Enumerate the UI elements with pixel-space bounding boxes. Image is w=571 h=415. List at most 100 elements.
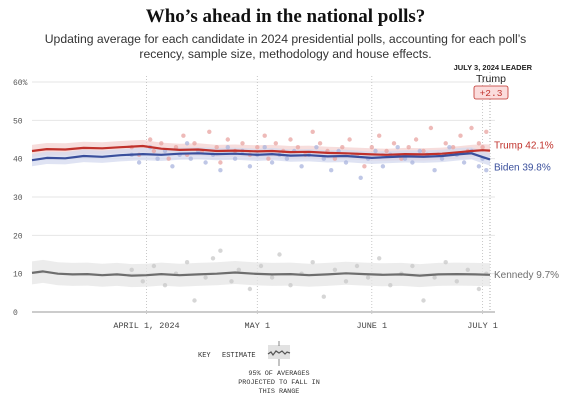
biden-poll-dot bbox=[410, 160, 415, 165]
trump-end-label: Trump 42.1% bbox=[494, 141, 554, 152]
x-tick-label: MAY 1 bbox=[245, 321, 271, 331]
y-tick-label: 50 bbox=[13, 117, 23, 126]
biden-poll-dot bbox=[417, 148, 422, 154]
kennedy-poll-dot bbox=[140, 279, 145, 284]
page-title: Who’s ahead in the national polls? bbox=[145, 6, 426, 27]
biden-poll-dot bbox=[299, 164, 304, 169]
trump-poll-dot bbox=[151, 148, 157, 154]
key-range-swatch bbox=[268, 345, 290, 359]
biden-poll-dot bbox=[218, 168, 223, 173]
biden-poll-dot bbox=[269, 160, 275, 165]
x-tick-label: JULY 1 bbox=[467, 321, 498, 331]
kennedy-poll-dot bbox=[421, 298, 426, 303]
kennedy-poll-dot bbox=[443, 260, 448, 265]
biden-poll-dot bbox=[329, 168, 334, 173]
trump-poll-dot bbox=[225, 137, 230, 142]
trump-poll-dot bbox=[428, 125, 434, 131]
biden-poll-dot bbox=[432, 168, 437, 173]
kennedy-poll-dot bbox=[476, 286, 482, 292]
trump-poll-dot bbox=[413, 137, 419, 142]
kennedy-poll-dot bbox=[229, 279, 234, 284]
series-labels: Trump 42.1% Biden 39.8% Kennedy 9.7% bbox=[494, 141, 559, 281]
key-label: KEY bbox=[198, 352, 211, 360]
kennedy-poll-dot bbox=[465, 267, 470, 272]
kennedy-poll-dot bbox=[432, 275, 437, 280]
trump-poll-dot bbox=[266, 156, 271, 161]
trump-poll-dot bbox=[214, 145, 219, 150]
trump-poll-dot bbox=[159, 141, 164, 146]
key-range-note-2: PROJECTED TO FALL IN bbox=[238, 379, 320, 387]
kennedy-poll-dot bbox=[377, 256, 382, 261]
kennedy-poll-dot bbox=[277, 252, 282, 257]
biden-poll-dot bbox=[476, 164, 482, 169]
kennedy-end-label: Kennedy 9.7% bbox=[494, 270, 559, 281]
trump-poll-dot bbox=[421, 148, 426, 154]
biden-poll-dot bbox=[188, 156, 193, 161]
kennedy-poll-dot bbox=[151, 263, 157, 269]
biden-poll-dot bbox=[314, 145, 319, 150]
kennedy-poll-dot bbox=[288, 283, 293, 288]
trump-poll-dot bbox=[262, 133, 267, 138]
axes: 0 10 20 30 40 50 60% APRIL 1, 2024 MAY 1 JUNE 1 JU… bbox=[13, 79, 498, 331]
kennedy-poll-dot bbox=[258, 263, 264, 269]
y-tick-label: 40 bbox=[13, 156, 23, 165]
kennedy-poll-dot bbox=[365, 275, 371, 280]
biden-poll-dot bbox=[439, 156, 445, 161]
trump-poll-dot bbox=[295, 145, 301, 150]
trump-poll-dot bbox=[317, 141, 323, 146]
biden-end-label: Biden 39.8% bbox=[494, 162, 551, 173]
trump-poll-dot bbox=[207, 129, 212, 134]
kennedy-poll-dot bbox=[184, 260, 190, 265]
biden-poll-dot bbox=[184, 141, 190, 146]
trump-poll-dot bbox=[362, 164, 367, 169]
trump-poll-dot bbox=[377, 133, 382, 138]
trump-poll-dot bbox=[484, 129, 489, 134]
kennedy-poll-dot bbox=[203, 275, 208, 280]
biden-poll-dot bbox=[402, 156, 408, 161]
biden-poll-dot bbox=[373, 148, 378, 154]
leader-margin-box bbox=[473, 85, 509, 100]
biden-poll-dot bbox=[232, 156, 238, 161]
biden-average-line bbox=[31, 152, 491, 162]
y-tick-label: 0 bbox=[13, 309, 18, 318]
leader-name: Trump bbox=[476, 73, 506, 85]
y-tick-label: 30 bbox=[13, 194, 23, 203]
biden-poll-dot bbox=[136, 160, 142, 165]
trump-poll-dot bbox=[148, 137, 153, 142]
biden-poll-dot bbox=[395, 145, 400, 150]
kennedy-poll-dot bbox=[269, 275, 275, 280]
x-tick-label: JUNE 1 bbox=[357, 321, 388, 331]
biden-poll-dot bbox=[447, 145, 452, 150]
trump-poll-dot bbox=[384, 148, 389, 154]
biden-poll-dot bbox=[247, 164, 253, 169]
chart-subtitle: Updating average for each candidate in 2… bbox=[44, 32, 527, 61]
trump-poll-dot bbox=[450, 145, 456, 150]
trump-poll-dot bbox=[458, 133, 463, 138]
biden-poll-dot bbox=[284, 156, 290, 161]
kennedy-poll-dot bbox=[210, 256, 216, 261]
trump-poll-dot bbox=[476, 141, 482, 146]
kennedy-poll-dot bbox=[332, 267, 338, 272]
y-tick-label: 20 bbox=[13, 232, 23, 241]
kennedy-poll-dot bbox=[236, 267, 241, 272]
trump-poll-dot bbox=[218, 160, 223, 165]
trump-poll-dot bbox=[273, 141, 278, 146]
trump-poll-dot bbox=[332, 156, 338, 161]
trump-poll-dot bbox=[310, 129, 315, 134]
trump-poll-dot bbox=[469, 125, 474, 131]
trump-poll-dot bbox=[255, 145, 260, 150]
leader-annotation: JULY 3, 2024 LEADER Trump +2.3 bbox=[454, 63, 533, 100]
key-estimate-label: ESTIMATE bbox=[222, 352, 256, 360]
trump-poll-dot bbox=[173, 145, 179, 150]
kennedy-poll-dot bbox=[354, 263, 360, 269]
y-tick-label: 10 bbox=[13, 271, 23, 280]
biden-poll-dot bbox=[170, 164, 175, 169]
kennedy-poll-dot bbox=[410, 263, 415, 269]
biden-poll-dot bbox=[343, 160, 349, 165]
kennedy-poll-dot bbox=[247, 286, 253, 292]
trump-poll-dot bbox=[347, 137, 352, 142]
trump-average-line bbox=[31, 144, 491, 156]
kennedy-poll-dot bbox=[129, 267, 134, 272]
trump-poll-dot bbox=[181, 133, 186, 138]
biden-poll-dot bbox=[203, 160, 208, 165]
